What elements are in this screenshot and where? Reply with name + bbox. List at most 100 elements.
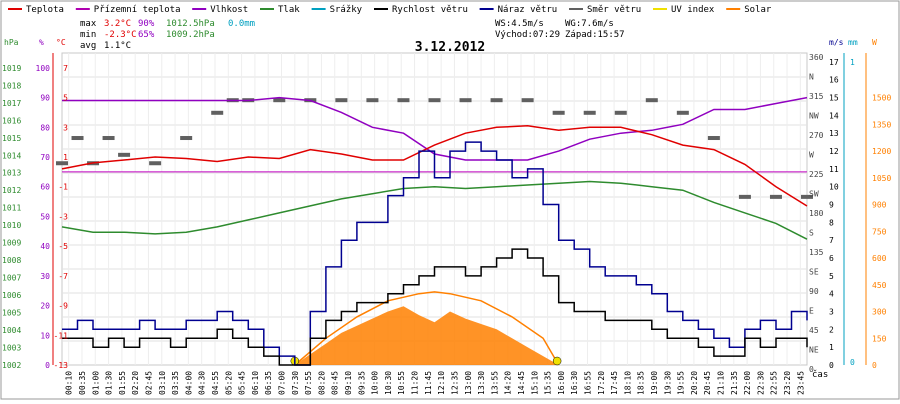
y-tick-direction: 135	[809, 248, 824, 257]
direction-dash	[180, 136, 193, 141]
direction-dash	[521, 98, 534, 103]
x-tick-label: 10:30	[384, 371, 393, 395]
y-tick-direction: SW	[809, 190, 819, 199]
y-tick-temperature: -13	[54, 361, 69, 370]
y-tick-direction: 90	[809, 287, 819, 296]
y-tick-direction: S	[809, 229, 814, 238]
stat-max-hum: 90%	[138, 19, 155, 29]
axis-unit-wind: m/s	[829, 38, 844, 47]
axis-unit-solar: W	[872, 38, 877, 47]
y-tick-wind: 9	[829, 201, 834, 210]
x-tick-label: 14:20	[504, 371, 513, 395]
y-tick-temperature: -11	[54, 331, 69, 340]
y-tick-humidity: 90	[40, 94, 50, 103]
x-tick-label: 01:00	[91, 371, 100, 395]
x-tick-label: 23:20	[783, 371, 792, 395]
x-tick-label: 03:10	[158, 371, 167, 395]
y-tick-hpa: 1011	[2, 204, 21, 213]
y-tick-hpa: 1018	[2, 81, 21, 90]
x-tick-label: 02:20	[131, 371, 140, 395]
x-tick-label: 14:45	[517, 371, 526, 395]
grid	[61, 52, 808, 366]
y-tick-humidity: 80	[40, 123, 50, 132]
x-tick-label: 13:55	[490, 371, 499, 395]
x-tick-label: 12:35	[450, 371, 459, 395]
y-tick-hpa: 1015	[2, 134, 21, 143]
stat-max-press: 1012.5hPa	[166, 19, 215, 29]
x-tick-label: 02:45	[144, 371, 153, 395]
y-tick-direction: NE	[809, 346, 819, 355]
direction-dash	[71, 136, 84, 141]
direction-dash	[211, 110, 224, 115]
direction-dash	[738, 194, 751, 199]
y-tick-wind: 1	[829, 343, 834, 352]
y-tick-hpa: 1012	[2, 186, 21, 195]
x-tick-label: 16:00	[557, 371, 566, 395]
stat-avg-temp: 1.1°C	[104, 41, 131, 51]
x-tick-label: 22:55	[770, 371, 779, 395]
x-tick-label: 13:30	[477, 371, 486, 395]
y-tick-direction: 225	[809, 170, 824, 179]
legend-label-uv: UV index	[671, 5, 715, 15]
stats-block: max 3.2°C 90% 1012.5hPa 0.0mm min -2.3°C…	[80, 19, 625, 51]
y-tick-wind: 11	[829, 165, 839, 174]
y-tick-wind: 2	[829, 325, 834, 334]
direction-dash	[769, 194, 782, 199]
y-tick-rain: 0	[850, 358, 855, 367]
y-tick-humidity: 50	[40, 212, 50, 221]
legend-label-prizemni: Přízemní teplota	[94, 5, 181, 15]
stat-avg-label: avg	[80, 41, 96, 51]
x-tick-label: 18:10	[623, 371, 632, 395]
direction-dash	[614, 110, 627, 115]
series-pressure	[61, 180, 808, 240]
y-tick-direction: 0	[809, 365, 814, 374]
direction-dash	[366, 98, 379, 103]
direction-dash	[801, 194, 813, 199]
y-tick-wind: 0	[829, 361, 834, 370]
axis-unit-hpa: hPa	[4, 38, 19, 47]
x-tick-label: 00:10	[65, 371, 74, 395]
x-tick-label: 08:45	[331, 371, 340, 395]
direction-dash	[428, 98, 441, 103]
series-solar-theory	[294, 291, 560, 366]
direction-dash	[335, 98, 348, 103]
y-tick-solar: 1350	[872, 120, 891, 129]
stat-min-press: 1009.2hPa	[166, 30, 215, 40]
x-tick-label: 21:10	[717, 371, 726, 395]
y-tick-humidity: 70	[40, 153, 50, 162]
y-tick-solar: 0	[872, 361, 877, 370]
x-tick-label: 20:20	[690, 371, 699, 395]
axis-unit-temperature: °C	[56, 38, 66, 47]
stat-sunset: Západ:15:57	[565, 30, 625, 40]
y-tick-humidity: 30	[40, 272, 50, 281]
y-tick-hpa: 1004	[2, 326, 21, 335]
series-layer	[56, 96, 813, 366]
y-tick-wind: 14	[829, 111, 839, 120]
y-tick-solar: 750	[872, 227, 887, 236]
y-tick-humidity: 20	[40, 302, 50, 311]
chart-title: 3.12.2012	[415, 40, 485, 55]
direction-dash	[459, 98, 472, 103]
legend: Teplota Přízemní teplota Vlhkost Tlak Srážky…	[8, 5, 772, 15]
y-tick-humidity: 40	[40, 242, 50, 251]
direction-dash	[56, 161, 68, 166]
y-tick-direction: 270	[809, 131, 824, 140]
y-tick-temperature: 3	[63, 123, 68, 132]
y-tick-humidity: 10	[40, 331, 50, 340]
stat-sunrise: Východ:07:29	[495, 30, 560, 40]
y-tick-hpa: 1005	[2, 309, 21, 318]
direction-dash	[645, 98, 658, 103]
y-tick-wind: 17	[829, 58, 839, 67]
x-tick-label: 19:30	[663, 371, 672, 395]
x-tick-label: 06:35	[264, 371, 273, 395]
series-temperature	[61, 125, 808, 207]
y-tick-hpa: 1008	[2, 256, 21, 265]
legend-label-vlhkost: Vlhkost	[210, 5, 248, 15]
y-tick-temperature: -5	[58, 242, 68, 251]
y-tick-temperature: 5	[63, 94, 68, 103]
x-tick-label: 07:30	[291, 371, 300, 395]
y-tick-direction: SE	[809, 268, 819, 277]
